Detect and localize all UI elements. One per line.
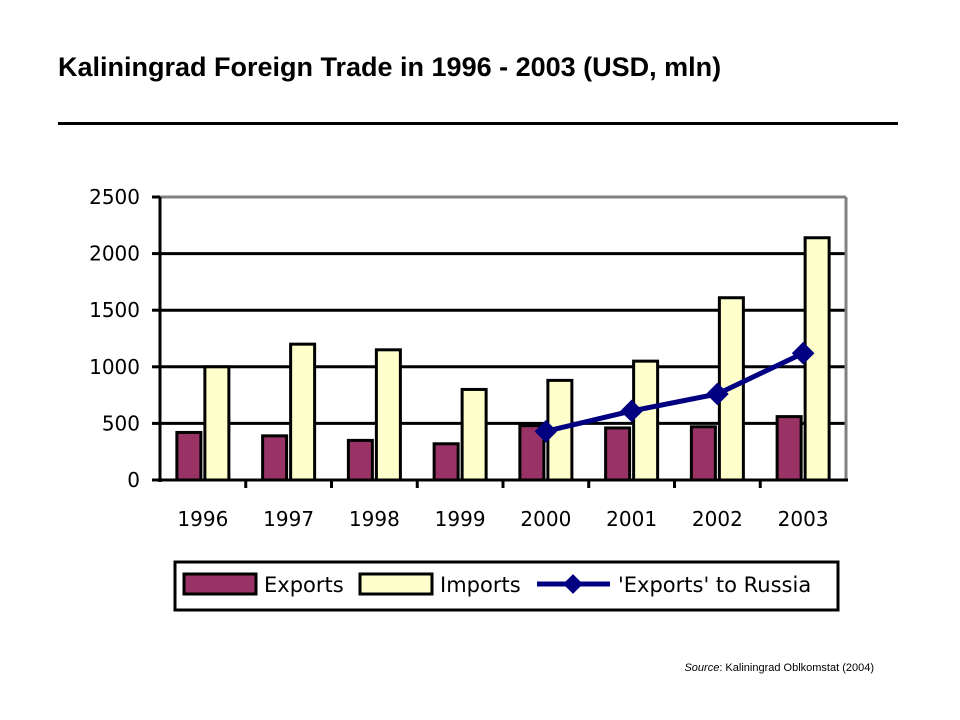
x-tick-label: 2000 xyxy=(520,507,571,531)
russia-point-marker xyxy=(706,382,729,406)
bar-exports xyxy=(175,430,203,482)
legend: Exports Imports 'Exports' to Russia xyxy=(173,560,840,612)
bar-exports xyxy=(604,426,632,482)
y-tick-label: 2500 xyxy=(89,185,140,209)
slide-title: Kaliningrad Foreign Trade in 1996 - 2003… xyxy=(58,52,722,82)
source-text: : Kaliningrad Oblkomstat (2004) xyxy=(719,662,874,674)
legend-label-imports: Imports xyxy=(440,573,521,597)
bar-exports xyxy=(261,434,289,482)
y-tick-label: 500 xyxy=(102,411,140,435)
legend-swatch-russia-marker xyxy=(563,574,583,594)
y-tick-labels: 0 500 1000 1500 2000 2500 xyxy=(89,185,140,492)
bar-imports xyxy=(460,387,488,482)
russia-point-marker xyxy=(620,399,643,423)
y-tick-label: 1000 xyxy=(89,355,140,379)
x-tick-label: 1997 xyxy=(263,507,314,531)
source-label: Source xyxy=(684,662,720,674)
russia-point-marker xyxy=(791,341,815,365)
russia-line xyxy=(534,341,815,443)
bar-imports xyxy=(632,359,660,482)
axes xyxy=(152,195,848,488)
title-underline xyxy=(58,122,898,125)
legend-label-exports: Exports xyxy=(264,573,344,597)
legend-label-russia: 'Exports' to Russia xyxy=(618,573,811,597)
y-tick-label: 1500 xyxy=(89,298,140,322)
x-tick-label: 2002 xyxy=(692,507,743,531)
bar-imports xyxy=(374,348,402,482)
x-tick-label: 2001 xyxy=(606,507,657,531)
russia-point-marker xyxy=(534,420,558,443)
bar-imports xyxy=(289,342,317,482)
y-tick-label: 0 xyxy=(127,468,140,492)
bar-exports xyxy=(775,415,803,482)
bar-imports xyxy=(203,365,231,482)
bar-exports xyxy=(432,442,460,482)
x-tick-labels: 1996 1997 1998 1999 2000 2001 2002 2003 xyxy=(177,507,828,531)
legend-box xyxy=(173,560,840,612)
x-tick-label: 1996 xyxy=(177,507,228,531)
x-tick-label: 1999 xyxy=(435,507,486,531)
bars xyxy=(175,236,831,482)
y-tick-label: 2000 xyxy=(89,242,140,266)
bar-exports xyxy=(346,438,374,482)
x-tick-label: 2003 xyxy=(778,507,829,531)
russia-series-line xyxy=(545,350,805,434)
x-tick-label: 1998 xyxy=(349,507,400,531)
source-note: Source: Kaliningrad Oblkomstat (2004) xyxy=(684,662,874,674)
bar-exports xyxy=(689,425,717,482)
legend-swatch-imports xyxy=(358,572,434,596)
legend-swatch-exports xyxy=(182,572,258,596)
